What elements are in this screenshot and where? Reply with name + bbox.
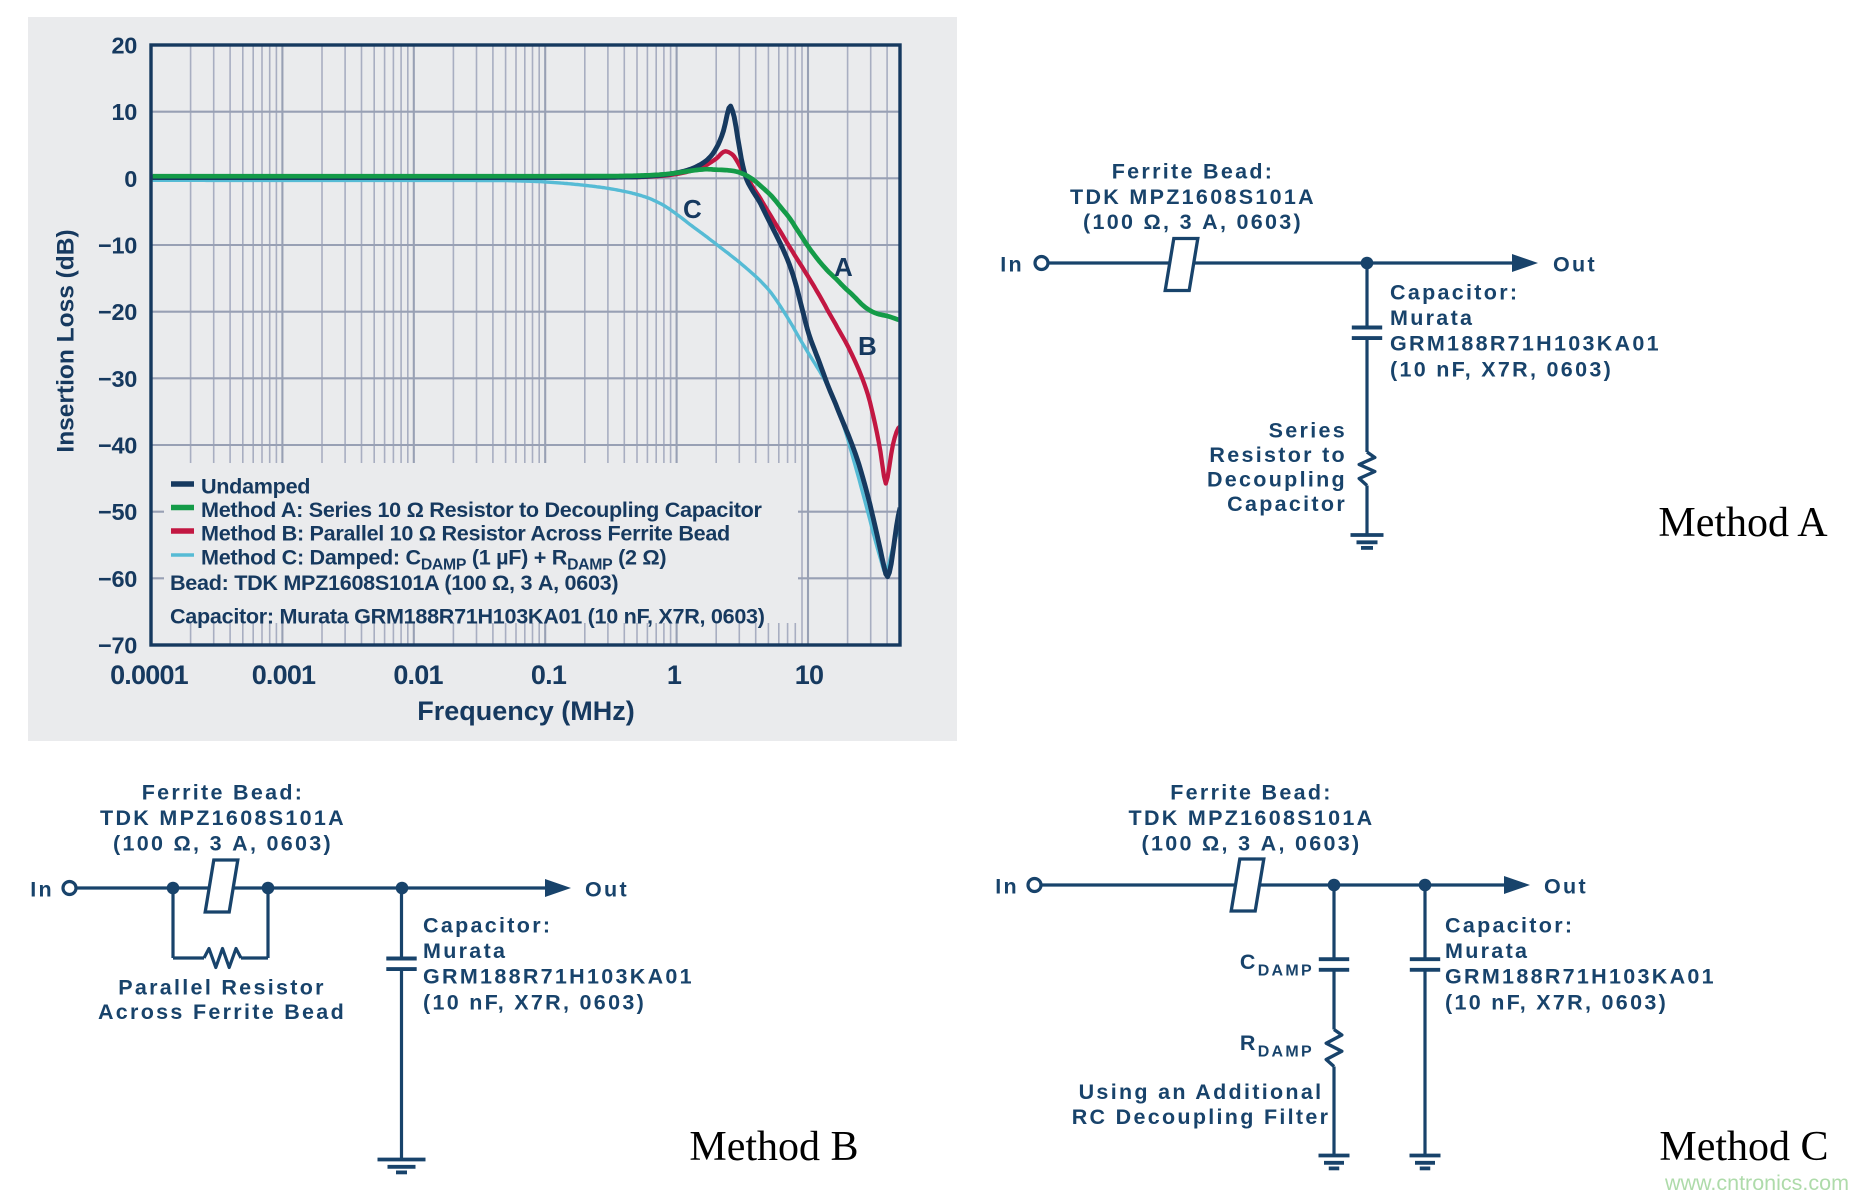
svg-text:(10 nF, X7R, 0603): (10 nF, X7R, 0603)	[1445, 990, 1668, 1014]
svg-text:Bead: TDK MPZ1608S101A (100 Ω,: Bead: TDK MPZ1608S101A (100 Ω, 3 A, 0603…	[170, 570, 618, 595]
svg-text:Parallel Resistor: Parallel Resistor	[118, 976, 326, 1000]
svg-text:−30: −30	[98, 366, 137, 392]
svg-text:Method B: Parallel 10 Ω Resist: Method B: Parallel 10 Ω Resistor Across …	[201, 521, 730, 546]
svg-text:0: 0	[124, 166, 137, 192]
svg-text:1: 1	[667, 660, 682, 690]
svg-text:0.01: 0.01	[393, 660, 443, 690]
svg-text:RDAMP: RDAMP	[1240, 1031, 1314, 1061]
svg-text:(10 nF, X7R, 0603): (10 nF, X7R, 0603)	[1390, 357, 1613, 381]
svg-text:Method A: Series 10 Ω Resistor: Method A: Series 10 Ω Resistor to Decoup…	[201, 497, 763, 522]
svg-text:TDK MPZ1608S101A: TDK MPZ1608S101A	[100, 806, 346, 830]
svg-text:Method A: Method A	[1658, 500, 1828, 546]
svg-text:Out: Out	[1553, 253, 1597, 277]
svg-text:CDAMP: CDAMP	[1240, 950, 1314, 980]
svg-text:−70: −70	[98, 633, 137, 659]
svg-text:Series: Series	[1269, 419, 1347, 443]
svg-text:Undamped: Undamped	[201, 474, 310, 499]
svg-text:TDK MPZ1608S101A: TDK MPZ1608S101A	[1129, 806, 1375, 830]
svg-text:GRM188R71H103KA01: GRM188R71H103KA01	[1445, 965, 1716, 989]
svg-text:Out: Out	[585, 878, 629, 902]
svg-text:Murata: Murata	[1445, 939, 1529, 963]
svg-text:Capacitor: Capacitor	[1227, 492, 1347, 516]
svg-text:B: B	[858, 331, 877, 361]
svg-text:In: In	[995, 875, 1019, 899]
svg-text:Using an Additional: Using an Additional	[1079, 1080, 1324, 1104]
svg-text:In: In	[30, 878, 54, 902]
svg-text:Method C: Method C	[1659, 1124, 1828, 1170]
svg-text:Capacitor:: Capacitor:	[423, 914, 552, 938]
svg-text:www.cntronics.com: www.cntronics.com	[1664, 1171, 1849, 1194]
svg-text:−60: −60	[98, 566, 137, 592]
svg-text:Capacitor: Murata GRM188R71H10: Capacitor: Murata GRM188R71H103KA01 (10 …	[170, 604, 765, 629]
svg-text:(10 nF, X7R, 0603): (10 nF, X7R, 0603)	[423, 990, 646, 1014]
svg-text:Ferrite Bead:: Ferrite Bead:	[1170, 781, 1333, 805]
svg-text:In: In	[1000, 253, 1024, 277]
svg-text:20: 20	[111, 33, 137, 59]
svg-text:(100 Ω, 3 A, 0603): (100 Ω, 3 A, 0603)	[113, 831, 333, 855]
svg-text:A: A	[834, 252, 853, 282]
svg-text:Murata: Murata	[423, 939, 507, 963]
svg-text:RC Decoupling Filter: RC Decoupling Filter	[1072, 1105, 1331, 1129]
svg-text:C: C	[683, 194, 702, 224]
svg-text:10: 10	[111, 99, 137, 125]
svg-text:Murata: Murata	[1390, 306, 1474, 330]
svg-text:0.001: 0.001	[252, 660, 316, 690]
svg-text:Frequency (MHz): Frequency (MHz)	[417, 696, 635, 726]
svg-text:Out: Out	[1544, 875, 1588, 899]
svg-text:−50: −50	[98, 499, 137, 525]
svg-text:GRM188R71H103KA01: GRM188R71H103KA01	[1390, 332, 1661, 356]
svg-text:0.0001: 0.0001	[110, 660, 189, 690]
svg-text:Decoupling: Decoupling	[1207, 468, 1347, 492]
svg-text:Ferrite Bead:: Ferrite Bead:	[142, 781, 305, 805]
svg-text:Across Ferrite Bead: Across Ferrite Bead	[98, 1000, 346, 1024]
svg-text:Insertion Loss (dB): Insertion Loss (dB)	[53, 229, 80, 452]
svg-text:Method B: Method B	[689, 1124, 858, 1170]
svg-text:Ferrite Bead:: Ferrite Bead:	[1112, 159, 1275, 183]
svg-text:TDK MPZ1608S101A: TDK MPZ1608S101A	[1070, 185, 1316, 209]
svg-text:Capacitor:: Capacitor:	[1445, 914, 1574, 938]
svg-text:(100 Ω, 3 A, 0603): (100 Ω, 3 A, 0603)	[1142, 831, 1362, 855]
svg-text:−10: −10	[98, 233, 137, 259]
svg-text:−20: −20	[98, 299, 137, 325]
svg-text:(100 Ω, 3 A, 0603): (100 Ω, 3 A, 0603)	[1083, 210, 1303, 234]
svg-text:Capacitor:: Capacitor:	[1390, 281, 1519, 305]
svg-text:GRM188R71H103KA01: GRM188R71H103KA01	[423, 965, 694, 989]
svg-text:Resistor to: Resistor to	[1209, 443, 1347, 467]
svg-text:−40: −40	[98, 433, 137, 459]
svg-text:10: 10	[795, 660, 823, 690]
svg-text:0.1: 0.1	[531, 660, 567, 690]
